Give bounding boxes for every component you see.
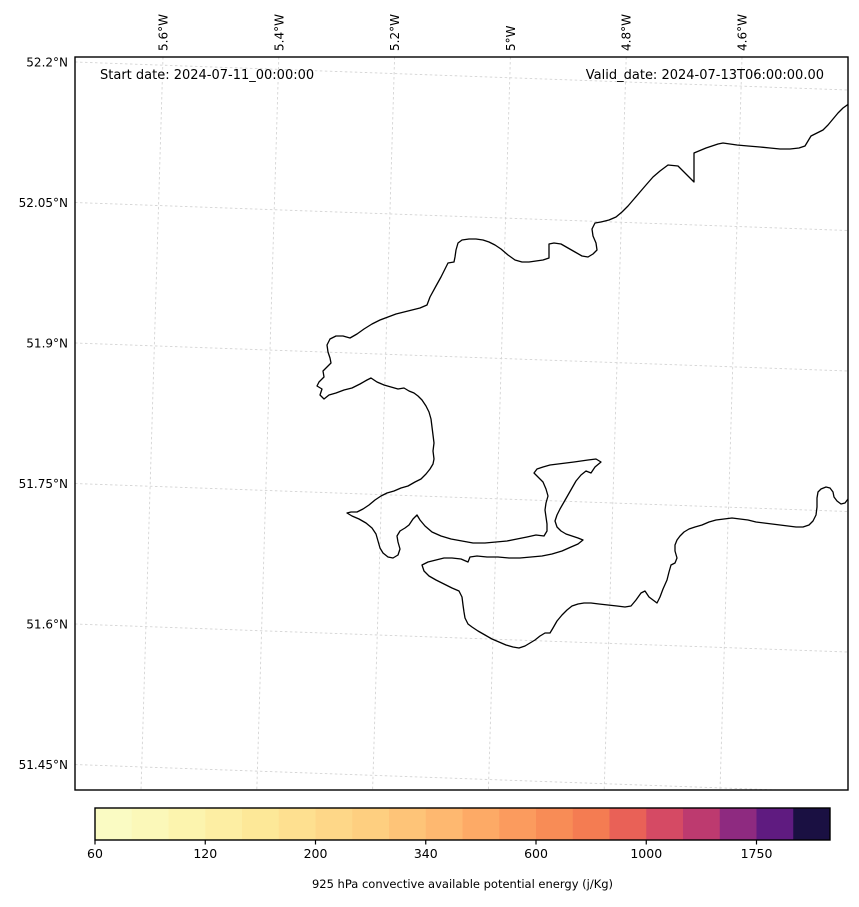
coastline-path — [316, 103, 848, 649]
longitude-tick-label: 5°W — [504, 25, 518, 51]
longitude-tick-label: 5.4°W — [272, 14, 286, 51]
colorbar-segment — [683, 808, 721, 840]
colorbar-tick-label: 600 — [524, 846, 548, 861]
longitude-gridline — [140, 57, 164, 790]
colorbar-segment — [315, 808, 353, 840]
latitude-gridline — [75, 623, 848, 653]
colorbar-segment — [278, 808, 316, 840]
colorbar-tick-label: 340 — [414, 846, 438, 861]
colorbar-segment — [572, 808, 610, 840]
colorbar-segment — [168, 808, 206, 840]
colorbar-segment — [131, 808, 169, 840]
colorbar-segment — [756, 808, 794, 840]
colorbar-segment — [389, 808, 427, 840]
colorbar-tick-label: 1000 — [630, 846, 662, 861]
colorbar-segment — [499, 808, 537, 840]
colorbar-segment — [462, 808, 500, 840]
latitude-gridline — [75, 61, 848, 91]
colorbar-segment — [425, 808, 463, 840]
colorbar-label: 925 hPa convective available potential e… — [311, 877, 614, 891]
colorbar-tick-label: 200 — [304, 846, 328, 861]
graticule — [75, 57, 848, 790]
colorbar-frame — [94, 807, 831, 841]
colorbar — [94, 807, 831, 841]
latitude-tick-label: 51.45°N — [19, 758, 68, 772]
longitude-gridline — [256, 57, 280, 790]
colorbar-segment — [719, 808, 757, 840]
latitude-gridline — [75, 764, 791, 790]
latitude-gridline — [75, 483, 848, 512]
start-date-annotation: Start date: 2024-07-11_00:00:00 — [100, 68, 315, 83]
colorbar-segment — [95, 808, 133, 840]
longitude-tick-label: 4.6°W — [736, 14, 750, 51]
colorbar-tick-label: 60 — [87, 846, 103, 861]
colorbar-segment — [536, 808, 574, 840]
latitude-gridline — [75, 202, 848, 231]
longitude-gridline — [487, 57, 511, 790]
longitude-axis-labels: 5.6°W 5.4°W 5.2°W 5°W 4.8°W 4.6°W — [157, 14, 750, 51]
longitude-tick-label: 4.8°W — [620, 14, 634, 51]
longitude-gridline — [719, 57, 743, 790]
latitude-tick-label: 51.6°N — [26, 618, 68, 632]
latitude-axis-labels: 52.2°N 52.05°N 51.9°N 51.75°N 51.6°N 51.45°N — [19, 56, 68, 773]
longitude-gridline — [372, 57, 396, 790]
latitude-tick-label: 51.75°N — [19, 477, 68, 491]
longitude-gridline — [603, 57, 627, 790]
colorbar-segment — [205, 808, 243, 840]
latitude-gridline — [75, 342, 848, 372]
longitude-tick-label: 5.6°W — [157, 14, 171, 51]
colorbar-segment — [793, 808, 831, 840]
latitude-tick-label: 51.9°N — [26, 337, 68, 351]
valid-date-annotation: Valid_date: 2024-07-13T06:00:00.00 — [585, 68, 824, 83]
latitude-tick-label: 52.05°N — [19, 196, 68, 210]
colorbar-segment — [242, 808, 280, 840]
colorbar-tick-label: 1750 — [741, 846, 773, 861]
colorbar-ticks: 60 120 200 340 600 1000 1750 — [87, 840, 772, 861]
longitude-tick-label: 5.2°W — [388, 14, 402, 51]
colorbar-tick-label: 120 — [193, 846, 217, 861]
colorbar-segment — [352, 808, 390, 840]
colorbar-segment — [646, 808, 684, 840]
colorbar-segment — [609, 808, 647, 840]
map-border — [74, 56, 849, 791]
latitude-tick-label: 52.2°N — [26, 56, 68, 70]
